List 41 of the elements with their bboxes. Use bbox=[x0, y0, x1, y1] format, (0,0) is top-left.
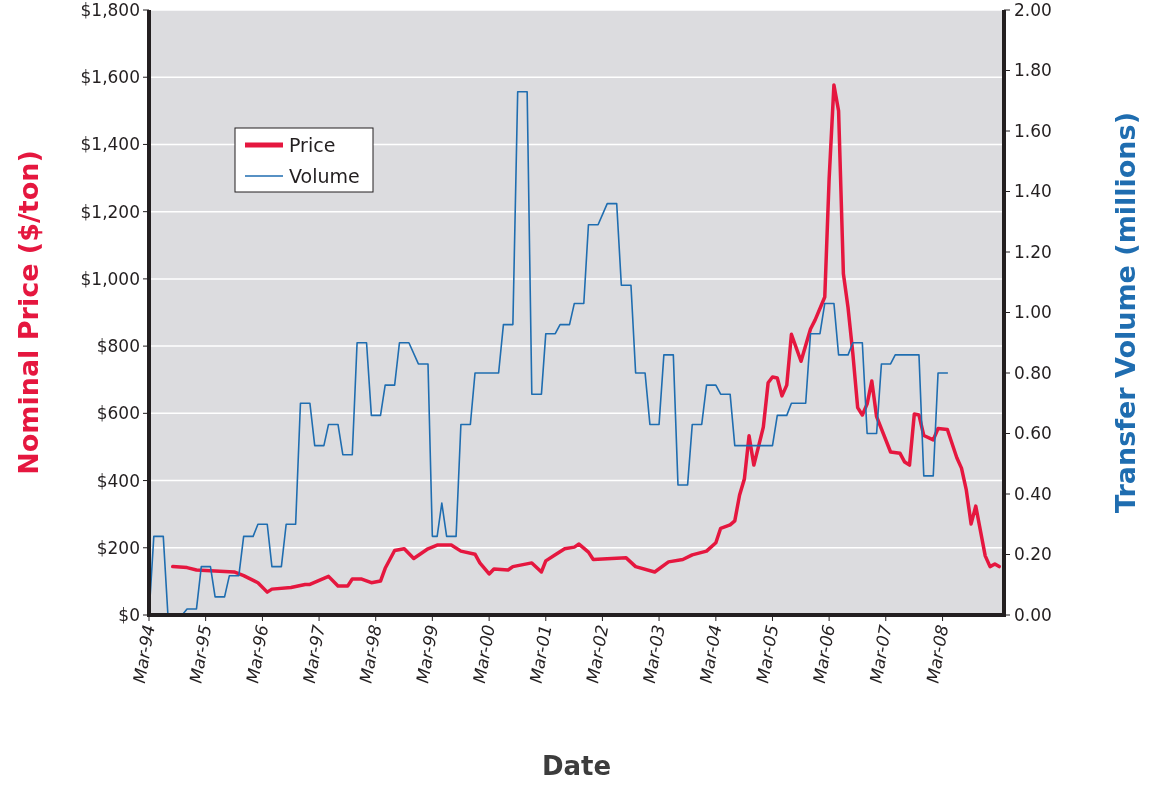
y2-tick-label: 1.80 bbox=[1014, 60, 1052, 81]
y-tick-label: $800 bbox=[96, 336, 140, 357]
x-tick-label: Mar-97 bbox=[298, 623, 329, 685]
x-tick-label: Mar-08 bbox=[922, 623, 953, 685]
y-tick-label: $1,800 bbox=[80, 0, 140, 20]
y-tick-label: $600 bbox=[96, 403, 140, 424]
y2-tick-label: 1.60 bbox=[1014, 120, 1052, 141]
y2-tick-label: 1.00 bbox=[1014, 302, 1052, 323]
x-tick-label: Mar-07 bbox=[865, 623, 896, 685]
y2-tick-label: 2.00 bbox=[1014, 0, 1052, 20]
x-tick-label: Mar-94 bbox=[128, 623, 159, 685]
y-tick-label: $1,600 bbox=[80, 67, 140, 88]
x-tick-label: Mar-95 bbox=[185, 623, 216, 685]
x-tick-label: Mar-04 bbox=[695, 623, 726, 685]
x-tick-label: Mar-96 bbox=[242, 623, 273, 685]
y2-axis-title: Transfer Volume (millions) bbox=[1110, 111, 1141, 514]
y2-tick-label: 0.60 bbox=[1014, 423, 1052, 444]
y-tick-label: $1,400 bbox=[80, 134, 140, 155]
x-tick-label: Mar-98 bbox=[355, 623, 386, 685]
x-tick-label: Mar-06 bbox=[808, 623, 839, 685]
x-tick-label: Mar-01 bbox=[525, 623, 556, 685]
x-tick-label: Mar-99 bbox=[412, 623, 443, 685]
y2-tick-label: 1.20 bbox=[1014, 241, 1052, 262]
y2-tick-label: 0.20 bbox=[1014, 544, 1052, 565]
x-tick-label: Mar-00 bbox=[469, 623, 499, 685]
y2-tick-label: 0.80 bbox=[1014, 362, 1052, 383]
y-tick-label: $200 bbox=[96, 537, 140, 558]
y-axis-title: Nominal Price ($/ton) bbox=[13, 150, 44, 475]
y-tick-label: $0 bbox=[118, 604, 140, 625]
legend-label: Volume bbox=[289, 164, 360, 187]
y-tick-label: $1,000 bbox=[80, 268, 140, 289]
y2-tick-label: 0.40 bbox=[1014, 483, 1052, 504]
y-tick-label: $1,200 bbox=[80, 201, 140, 222]
x-tick-label: Mar-02 bbox=[582, 623, 613, 685]
y2-tick-label: 1.40 bbox=[1014, 181, 1052, 202]
y-tick-label: $400 bbox=[96, 470, 140, 491]
y2-tick-label: 0.00 bbox=[1014, 604, 1052, 625]
legend-label: Price bbox=[289, 133, 336, 156]
x-axis-title: Date bbox=[541, 751, 612, 781]
x-tick-label: Mar-05 bbox=[752, 623, 783, 685]
x-tick-label: Mar-03 bbox=[638, 623, 669, 685]
